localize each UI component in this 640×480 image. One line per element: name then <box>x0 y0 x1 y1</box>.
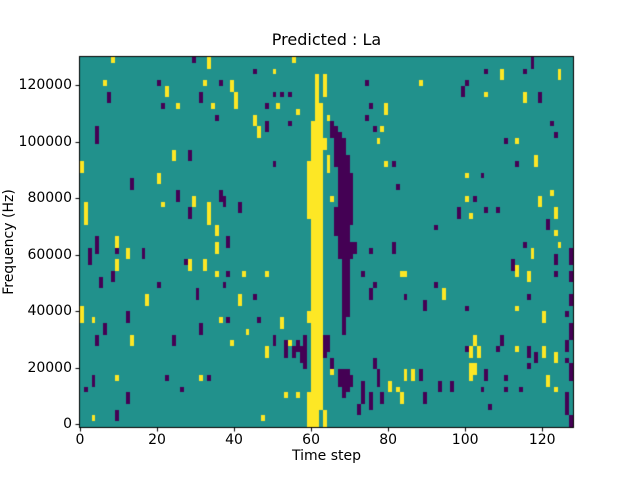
x-tick-label: 120 <box>528 432 556 448</box>
y-tick-label: 0 <box>63 416 72 433</box>
y-tick-label: 60000 <box>27 246 72 263</box>
x-tick-label: 0 <box>75 432 85 448</box>
x-tick-label: 20 <box>148 432 166 448</box>
chart-title: Predicted : La <box>271 30 382 49</box>
y-tick-label: 20000 <box>27 359 72 376</box>
x-tick-label: 40 <box>225 432 243 448</box>
y-tick-label: 100000 <box>18 133 72 150</box>
x-axis-label: Time step <box>292 448 361 464</box>
y-tick-label: 40000 <box>27 303 72 320</box>
y-tick-label: 120000 <box>18 77 72 94</box>
x-tick-label: 80 <box>379 432 398 448</box>
x-tick-label: 100 <box>451 432 479 448</box>
y-tick-label: 80000 <box>27 190 72 207</box>
x-tick-label: 60 <box>302 432 320 448</box>
